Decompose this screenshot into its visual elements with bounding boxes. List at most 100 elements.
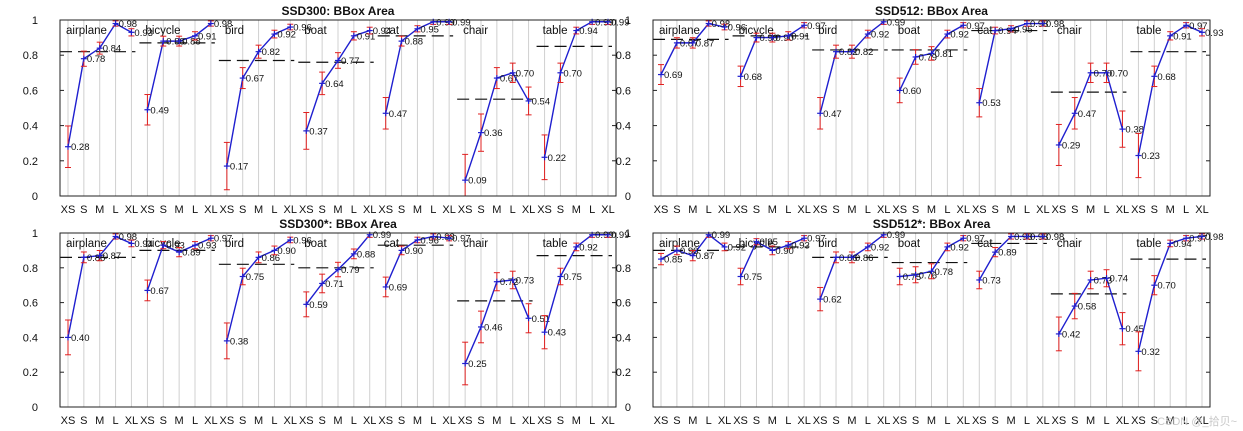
data-label: 0.99: [452, 17, 471, 28]
data-label: 0.99: [887, 17, 906, 28]
x-tick-label: XS: [1131, 415, 1146, 427]
x-tick-label: M: [1086, 415, 1095, 427]
x-tick-label: XL: [957, 415, 970, 427]
x-tick-label: S: [80, 415, 87, 427]
x-tick-label: L: [706, 415, 712, 427]
x-tick-label: XS: [1131, 204, 1146, 216]
data-label: 0.92: [950, 242, 969, 253]
x-tick-label: S: [832, 415, 839, 427]
category-label-cat: cat: [977, 25, 993, 37]
x-tick-label: L: [1103, 204, 1109, 216]
x-tick-label: L: [271, 415, 277, 427]
x-tick-label: L: [430, 415, 436, 427]
data-label: 0.73: [1094, 275, 1113, 286]
x-tick-label: M: [572, 204, 581, 216]
data-label: 0.86: [262, 253, 281, 264]
data-label: 0.82: [839, 47, 858, 58]
x-tick-label: L: [192, 415, 198, 427]
data-label: 0.98: [1030, 19, 1049, 30]
data-label: 0.94: [373, 26, 392, 37]
data-label: 0.69: [389, 282, 408, 293]
x-tick-label: XL: [204, 204, 217, 216]
x-tick-label: L: [113, 415, 119, 427]
x-tick-label: XL: [877, 204, 890, 216]
data-label: 0.54: [532, 96, 551, 107]
data-label: 0.45: [1125, 324, 1144, 335]
data-label: 0.94: [1173, 239, 1192, 250]
x-tick-label: XS: [813, 415, 828, 427]
data-label: 0.82: [262, 47, 281, 58]
x-tick-label: S: [1071, 204, 1078, 216]
y-tick-label: 0.8: [616, 50, 631, 62]
y-tick-label: 0.8: [23, 50, 38, 62]
x-tick-label: S: [912, 415, 919, 427]
x-tick-label: M: [333, 415, 342, 427]
data-label: 0.92: [277, 30, 296, 41]
data-label: 0.97: [1189, 21, 1208, 32]
data-label: 0.88: [405, 37, 424, 48]
panel-title: SSD512*: BBox Area: [873, 217, 991, 231]
data-label: 0.68: [1157, 72, 1176, 83]
category-label-boat: boat: [898, 238, 921, 250]
x-tick-label: XS: [1052, 415, 1067, 427]
data-label: 0.71: [325, 279, 344, 290]
x-tick-label: M: [847, 415, 856, 427]
category-label-airplane: airplane: [659, 238, 700, 250]
category-label-bird: bird: [818, 238, 837, 250]
x-tick-label: L: [351, 204, 357, 216]
data-label: 0.81: [935, 49, 954, 60]
y-tick-label: 0: [32, 402, 38, 414]
data-label: 0.73: [982, 275, 1001, 286]
category-label-table: table: [1136, 25, 1161, 37]
data-label: 0.98: [436, 232, 455, 243]
data-label: 0.23: [1141, 151, 1160, 162]
x-tick-label: M: [333, 204, 342, 216]
x-tick-label: S: [398, 204, 405, 216]
data-label: 0.96: [420, 235, 439, 246]
data-label: 0.75: [246, 272, 265, 283]
data-label: 0.43: [548, 328, 567, 339]
data-label: 0.92: [871, 30, 890, 41]
x-tick-label: XL: [125, 415, 138, 427]
x-tick-label: L: [865, 204, 871, 216]
data-label: 0.88: [166, 37, 185, 48]
data-label: 0.97: [1189, 234, 1208, 245]
panel-title: SSD300: BBox Area: [282, 4, 395, 18]
category-label-cat: cat: [977, 238, 993, 250]
category-label-cat: cat: [384, 238, 400, 250]
x-tick-label: S: [753, 415, 760, 427]
data-label: 0.67: [246, 74, 265, 85]
data-label: 0.98: [214, 19, 233, 30]
data-label: 0.99: [595, 230, 614, 241]
x-tick-label: M: [1006, 415, 1015, 427]
y-tick-label: 0.4: [616, 332, 631, 344]
y-tick-label: 1: [625, 228, 631, 240]
data-label: 0.28: [71, 142, 90, 153]
x-tick-label: XS: [140, 415, 155, 427]
x-tick-label: XS: [733, 204, 748, 216]
x-tick-label: L: [510, 204, 516, 216]
x-tick-label: XL: [284, 415, 297, 427]
data-label: 0.98: [1046, 232, 1065, 243]
category-label-airplane: airplane: [66, 238, 107, 250]
data-label: 0.73: [516, 275, 535, 286]
data-label: 0.69: [664, 70, 683, 81]
data-label: 0.87: [696, 251, 715, 262]
y-tick-label: 0.8: [23, 263, 38, 275]
category-label-boat: boat: [304, 238, 327, 250]
x-tick-label: XS: [458, 204, 473, 216]
data-label: 0.38: [230, 336, 249, 347]
x-tick-label: M: [768, 415, 777, 427]
data-label: 0.47: [823, 109, 842, 120]
data-label: 0.98: [119, 232, 138, 243]
x-tick-label: M: [768, 204, 777, 216]
x-tick-label: L: [271, 204, 277, 216]
x-tick-label: S: [318, 415, 325, 427]
x-tick-label: XS: [61, 415, 76, 427]
x-tick-label: XL: [442, 204, 455, 216]
y-tick-label: 0: [625, 191, 631, 203]
y-tick-label: 0.2: [616, 367, 631, 379]
y-tick-label: 0.8: [616, 263, 631, 275]
x-tick-label: M: [1006, 204, 1015, 216]
